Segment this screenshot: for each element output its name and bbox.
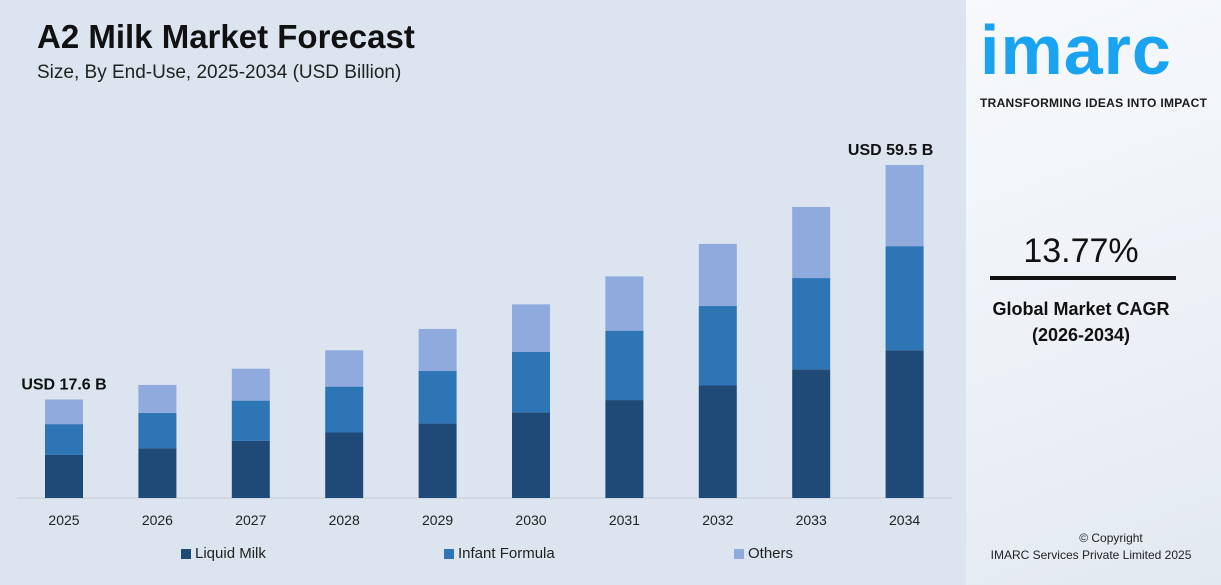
bar-segment-infant-formula-2034 xyxy=(885,246,924,351)
bar-segment-infant-formula-2031 xyxy=(605,330,644,401)
divider xyxy=(990,276,1176,280)
legend-label: Others xyxy=(748,545,794,562)
data-label-total: USD 59.5 B xyxy=(848,142,933,159)
bar-segment-liquid-milk-2033 xyxy=(792,369,831,498)
info-panel: imarc TRANSFORMING IDEAS INTO IMPACT 13.… xyxy=(966,0,1221,585)
legend-item-infant-formula: Infant Formula xyxy=(444,545,555,562)
bar-segment-liquid-milk-2027 xyxy=(231,440,270,498)
bar-segment-others-2032 xyxy=(698,243,737,307)
bar-segment-infant-formula-2027 xyxy=(231,400,270,441)
bar-segment-others-2025 xyxy=(45,399,83,425)
cagr-value: 13.77% xyxy=(1023,232,1139,270)
x-tick-label: 2025 xyxy=(48,512,79,528)
legend-item-liquid-milk: Liquid Milk xyxy=(181,545,266,562)
legend-label: Liquid Milk xyxy=(195,545,266,562)
bar-segment-liquid-milk-2031 xyxy=(605,400,644,498)
bar-segment-liquid-milk-2029 xyxy=(418,423,457,498)
legend-swatch xyxy=(444,548,454,559)
bar-segment-others-2031 xyxy=(605,276,644,331)
bar-segment-infant-formula-2030 xyxy=(512,351,550,413)
bar-segment-liquid-milk-2026 xyxy=(138,448,177,498)
copyright: © Copyright IMARC Services Private Limite… xyxy=(966,530,1196,564)
bar-segment-others-2028 xyxy=(325,350,364,387)
cagr-label: Global Market CAGR (2026-2034) xyxy=(966,296,1196,348)
bar-segment-infant-formula-2032 xyxy=(698,306,737,386)
x-tick-label: 2028 xyxy=(329,512,360,528)
copyright-text: © Copyright xyxy=(1079,531,1143,545)
legend-label: Infant Formula xyxy=(458,545,555,562)
bar-segment-infant-formula-2029 xyxy=(418,370,457,424)
bar-segment-others-2029 xyxy=(418,328,457,371)
bar-segment-others-2033 xyxy=(792,206,831,279)
cagr-label-line2: (2026-2034) xyxy=(1031,325,1131,345)
bar-segment-liquid-milk-2025 xyxy=(45,454,83,498)
legend-swatch xyxy=(181,548,191,559)
bar-segment-others-2034 xyxy=(885,165,924,247)
bar-segment-infant-formula-2026 xyxy=(138,412,177,449)
brand-tagline: TRANSFORMING IDEAS INTO IMPACT xyxy=(980,96,1208,110)
stacked-bar-chart: 2025 USD 17.6 B 2026 2027 2028 2029 2030 2031 20… xyxy=(17,142,952,528)
x-tick-label: 2030 xyxy=(515,512,546,528)
x-tick-label: 2033 xyxy=(796,512,827,528)
x-tick-label: 2034 xyxy=(889,512,920,528)
bar-segment-liquid-milk-2032 xyxy=(698,385,737,498)
bar-segment-liquid-milk-2030 xyxy=(512,412,550,498)
x-tick-label: 2026 xyxy=(142,512,173,528)
x-tick-label: 2031 xyxy=(609,512,640,528)
bar-segment-infant-formula-2025 xyxy=(45,424,83,455)
bar-segment-infant-formula-2028 xyxy=(325,386,364,433)
bar-segment-liquid-milk-2034 xyxy=(885,350,924,498)
chart-title: A2 Milk Market Forecast xyxy=(37,18,415,55)
bar-segment-liquid-milk-2028 xyxy=(325,432,364,498)
company-text: IMARC Services Private Limited 2025 xyxy=(990,548,1192,562)
chart-panel: A2 Milk Market Forecast Size, By End-Use… xyxy=(0,0,966,585)
data-label-total: USD 17.6 B xyxy=(21,376,106,393)
chart-subtitle: Size, By End-Use, 2025-2034 (USD Billion… xyxy=(37,62,402,83)
cagr-label-line1: Global Market CAGR xyxy=(992,299,1170,319)
bar-segment-infant-formula-2033 xyxy=(792,278,831,370)
legend-swatch xyxy=(734,548,744,559)
bar-segment-others-2026 xyxy=(138,384,177,413)
imarc-logo: imarc xyxy=(980,11,1172,89)
x-tick-label: 2029 xyxy=(422,512,453,528)
bar-segment-others-2030 xyxy=(512,304,550,352)
legend-item-others: Others xyxy=(734,545,793,562)
bar-segment-others-2027 xyxy=(231,368,270,401)
x-tick-label: 2032 xyxy=(702,512,733,528)
x-tick-label: 2027 xyxy=(235,512,266,528)
